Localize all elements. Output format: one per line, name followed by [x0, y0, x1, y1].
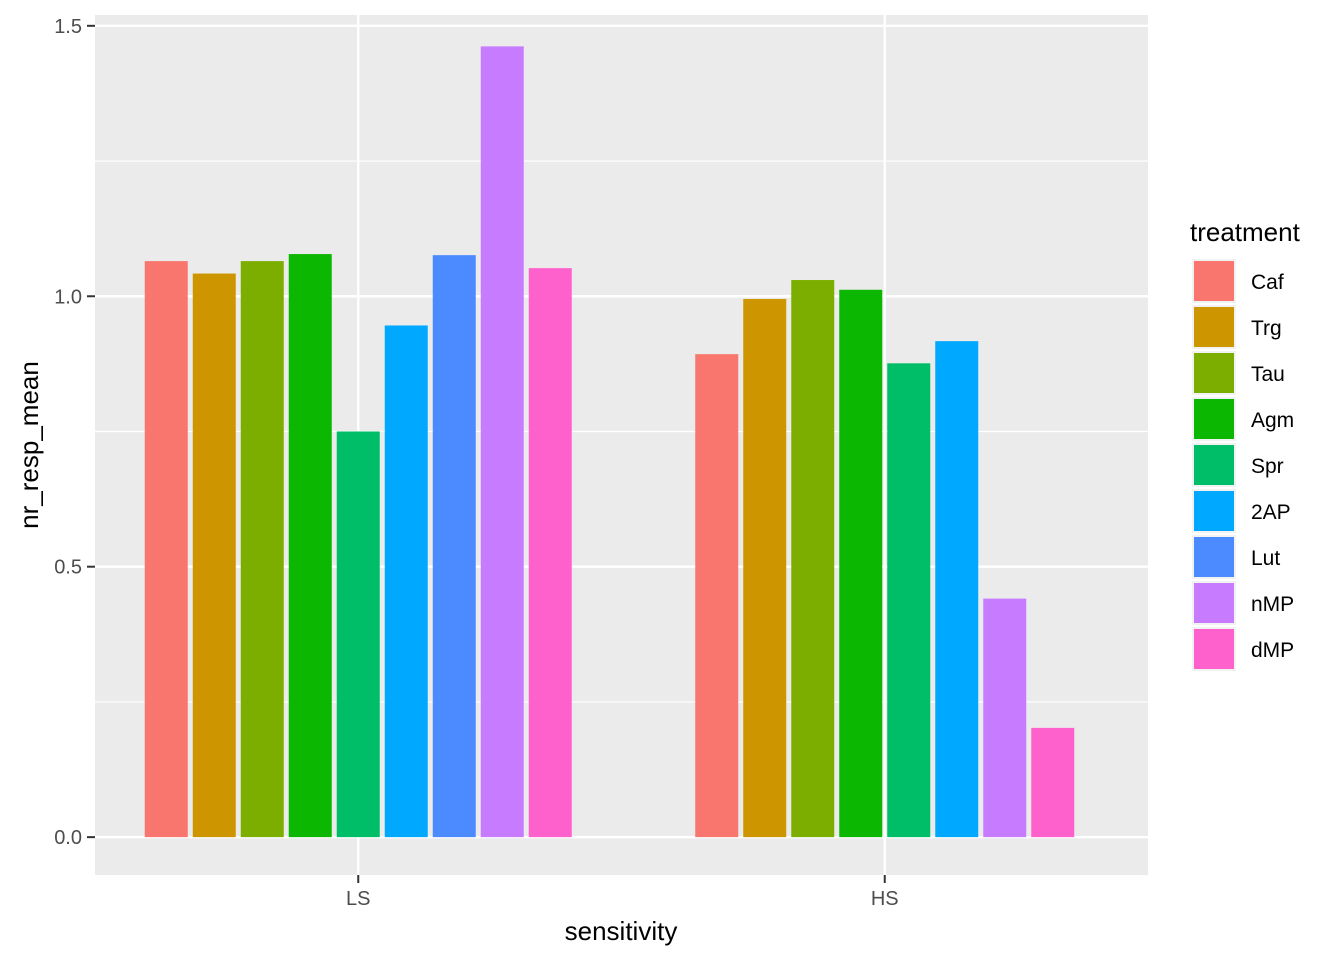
bar-ls-spr: [336, 431, 380, 838]
bar-ls-nmp: [480, 46, 524, 838]
bar-ls-caf: [144, 261, 188, 838]
y-tick-label: 0.5: [54, 557, 82, 579]
x-tick-label: HS: [871, 888, 899, 910]
legend-swatch-agm: [1194, 399, 1234, 439]
legend-swatch-caf: [1194, 261, 1234, 301]
x-tick-label: LS: [346, 888, 370, 910]
bar-hs-tau: [791, 280, 835, 838]
bar-ls-2ap: [384, 325, 428, 838]
legend-swatch-tau: [1194, 353, 1234, 393]
bar-hs-nmp: [983, 598, 1027, 838]
bar-ls-tau: [240, 261, 284, 838]
legend-label-caf: Caf: [1251, 271, 1284, 294]
bar-hs-dmp: [1031, 727, 1075, 838]
legend-label-lut: Lut: [1251, 547, 1280, 570]
legend-label-spr: Spr: [1251, 455, 1284, 478]
legend-label-nmp: nMP: [1251, 593, 1294, 616]
legend-label-agm: Agm: [1251, 409, 1294, 432]
major-gridlines: [95, 15, 1148, 875]
y-tick-label: 0.0: [54, 827, 82, 849]
legend-swatch-lut: [1194, 537, 1234, 577]
y-axis: 0.0 0.5 1.0 1.5: [54, 16, 95, 849]
legend-label-tau: Tau: [1251, 363, 1285, 386]
x-axis: LS HS: [346, 875, 899, 910]
y-tick-label: 1.0: [54, 286, 82, 308]
legend-swatch-trg: [1194, 307, 1234, 347]
bar-hs-caf: [695, 354, 739, 838]
legend-label-2ap: 2AP: [1251, 501, 1291, 524]
legend-label-dmp: dMP: [1251, 639, 1294, 662]
bar-hs-spr: [887, 363, 931, 838]
bar-ls-dmp: [528, 268, 572, 838]
bar-ls-agm: [288, 254, 332, 838]
bar-ls-trg: [192, 273, 236, 838]
bar-ls-lut: [432, 255, 476, 838]
legend-label-trg: Trg: [1251, 317, 1282, 340]
legend-title: treatment: [1190, 217, 1301, 247]
legend-swatch-spr: [1194, 445, 1234, 485]
bar-hs-agm: [839, 289, 883, 838]
bars: [144, 46, 1075, 838]
legend-swatch-dmp: [1194, 629, 1234, 669]
bar-hs-2ap: [935, 341, 979, 838]
y-axis-title: nr_resp_mean: [14, 361, 44, 529]
legend-swatch-nmp: [1194, 583, 1234, 623]
legend-swatch-2ap: [1194, 491, 1234, 531]
y-tick-label: 1.5: [54, 16, 82, 38]
bar-hs-trg: [743, 298, 787, 838]
x-axis-title: sensitivity: [565, 916, 678, 946]
legend: treatment Caf Trg Tau Agm Spr 2AP Lut nMP dMP: [1190, 217, 1301, 671]
